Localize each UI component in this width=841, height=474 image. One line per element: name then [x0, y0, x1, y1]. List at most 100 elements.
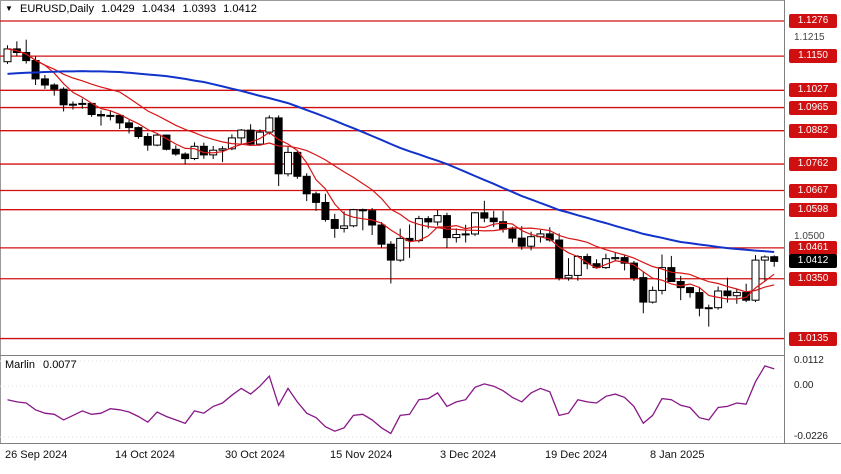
candle-body: [330, 219, 339, 229]
candle-body: [545, 233, 554, 241]
candle-body: [284, 151, 292, 175]
indicator-label: Marlin 0.0077: [5, 359, 82, 371]
candle-body: [40, 78, 49, 86]
price-level-badge: 1.0965: [789, 100, 837, 115]
candle-body: [134, 127, 143, 137]
candle-body: [517, 237, 526, 247]
candle-body: [358, 209, 367, 212]
candle-body: [181, 153, 190, 160]
price-level-badge: 1.0135: [789, 331, 837, 346]
price-level-badge: 1.0762: [789, 157, 837, 172]
price-chart-surface[interactable]: [0, 0, 784, 355]
time-axis-label: 30 Oct 2024: [225, 449, 285, 461]
marlin-indicator-surface[interactable]: [0, 356, 784, 443]
candle-body: [704, 307, 713, 310]
candle-body: [115, 114, 124, 124]
candle-body: [78, 102, 87, 105]
candle-body: [751, 259, 760, 301]
candle-body: [246, 129, 255, 145]
ohlc-close: 1.0412: [223, 3, 257, 15]
candle-body: [555, 239, 564, 279]
candle-body: [190, 145, 199, 160]
price-axis[interactable]: 1.1276 1.1150 1.1027 1.0965 1.0882 1.0762 1.06…: [784, 0, 841, 443]
candle-body: [471, 212, 479, 235]
candle-body: [732, 291, 741, 297]
time-axis-label: 19 Dec 2024: [545, 449, 608, 461]
price-level-badge: 1.0598: [789, 202, 837, 217]
time-axis-label: 26 Sep 2024: [5, 449, 68, 461]
candle-body: [171, 148, 180, 155]
candle-body: [564, 274, 573, 279]
time-axis-label: 3 Dec 2024: [440, 449, 497, 461]
indicator-axis-label: 0.0112: [794, 355, 824, 366]
candle-body: [480, 212, 489, 219]
candle-body: [452, 234, 461, 239]
candle-body: [68, 103, 77, 106]
candle-body: [368, 210, 377, 226]
panel-divider: [0, 355, 841, 356]
indicator-value: 0.0077: [43, 359, 77, 371]
marlin-line: [7, 365, 775, 435]
price-level-badge: 1.0461: [789, 240, 837, 255]
candle-body: [265, 117, 274, 133]
candle-body: [143, 136, 152, 146]
current-price-badge: 1.0412: [789, 254, 837, 269]
candle-body: [31, 60, 40, 80]
candle-body: [742, 291, 751, 301]
price-level-badge: 1.0350: [789, 271, 837, 286]
price-level-badge: 1.1276: [789, 14, 837, 29]
candle-body: [676, 281, 685, 289]
candle-body: [686, 287, 695, 294]
time-axis-label: 8 Jan 2025: [650, 449, 705, 461]
candle-body: [293, 151, 302, 177]
candle-body: [414, 218, 423, 242]
ohlc-high: 1.0434: [141, 3, 176, 15]
candle-body: [106, 114, 115, 117]
candle-body: [489, 217, 498, 223]
candle-body: [386, 243, 395, 261]
candle-body: [433, 215, 442, 223]
candle-body: [461, 233, 470, 236]
indicator-axis-label: 0.00: [794, 380, 814, 392]
candle-body: [658, 267, 666, 291]
candle-body: [629, 262, 638, 279]
candle-body: [648, 289, 657, 303]
candle-body: [424, 218, 433, 223]
red-ma-fast-line: [7, 48, 775, 300]
collapse-arrow-icon[interactable]: ▼: [5, 4, 13, 13]
candle-body: [97, 114, 105, 117]
candle-body: [125, 122, 134, 129]
candle-body: [237, 129, 246, 139]
price-level-badge: 1.0667: [789, 183, 837, 198]
time-axis-label: 15 Nov 2024: [330, 449, 393, 461]
candle-body: [667, 267, 676, 283]
time-axis-label: 14 Oct 2024: [115, 449, 175, 461]
candle-body: [760, 256, 769, 261]
symbol-timeframe-label: EURUSD,Daily: [19, 3, 94, 15]
price-level-badge: 1.1150: [789, 49, 837, 64]
candle-body: [3, 48, 12, 63]
candle-body: [620, 257, 629, 264]
candle-body: [59, 88, 68, 106]
candle-body: [162, 134, 171, 150]
candle-body: [396, 237, 405, 261]
candle-body: [50, 84, 59, 90]
red-ma-slow-line: [7, 48, 775, 293]
candle-body: [527, 236, 536, 247]
candle-body: [302, 175, 311, 195]
candle-body: [611, 257, 620, 260]
candle-body: [321, 202, 330, 220]
price-level-badge: 1.0882: [789, 123, 837, 138]
candle-body: [639, 277, 648, 303]
candle-body: [312, 193, 321, 203]
price-axis-tick: 1.0500: [794, 230, 825, 242]
time-axis[interactable]: 26 Sep 2024 14 Oct 2024 30 Oct 2024 15 Nov …: [0, 444, 841, 474]
ohlc-low: 1.0393: [182, 3, 217, 15]
candle-body: [770, 256, 779, 262]
chart-header: ▼ EURUSD,Daily 1.0429 1.0434 1.0393 1.04…: [5, 3, 261, 15]
indicator-name: Marlin: [5, 359, 35, 371]
panel-divider: [0, 443, 841, 444]
candle-body: [695, 292, 704, 309]
candle-body: [153, 134, 162, 146]
